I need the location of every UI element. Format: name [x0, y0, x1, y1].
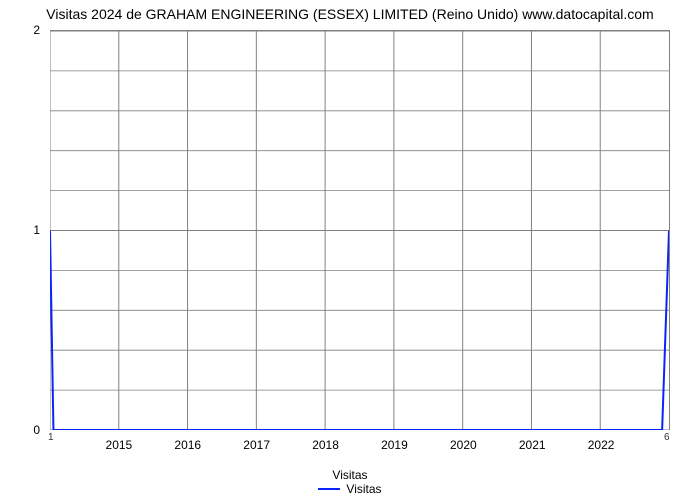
- x-tick-label: 2022: [588, 438, 615, 452]
- data-point-label: 1: [48, 432, 54, 443]
- legend-label: Visitas: [346, 482, 381, 496]
- x-tick-label: 2018: [312, 438, 339, 452]
- chart-svg: [50, 31, 669, 430]
- plot-area: [50, 30, 670, 430]
- x-axis-title: Visitas: [0, 468, 700, 482]
- x-tick-label: 2016: [174, 438, 201, 452]
- chart-title: Visitas 2024 de GRAHAM ENGINEERING (ESSE…: [0, 6, 700, 22]
- data-point-label: 6: [664, 432, 670, 443]
- chart-container: Visitas 2024 de GRAHAM ENGINEERING (ESSE…: [0, 0, 700, 500]
- legend: Visitas: [0, 482, 700, 496]
- legend-swatch: [318, 488, 340, 490]
- y-tick-label: 0: [0, 423, 40, 437]
- x-tick-label: 2015: [106, 438, 133, 452]
- x-tick-label: 2017: [243, 438, 270, 452]
- x-tick-label: 2019: [381, 438, 408, 452]
- y-tick-label: 2: [0, 23, 40, 37]
- x-tick-label: 2021: [519, 438, 546, 452]
- x-tick-label: 2020: [450, 438, 477, 452]
- y-tick-label: 1: [0, 223, 40, 237]
